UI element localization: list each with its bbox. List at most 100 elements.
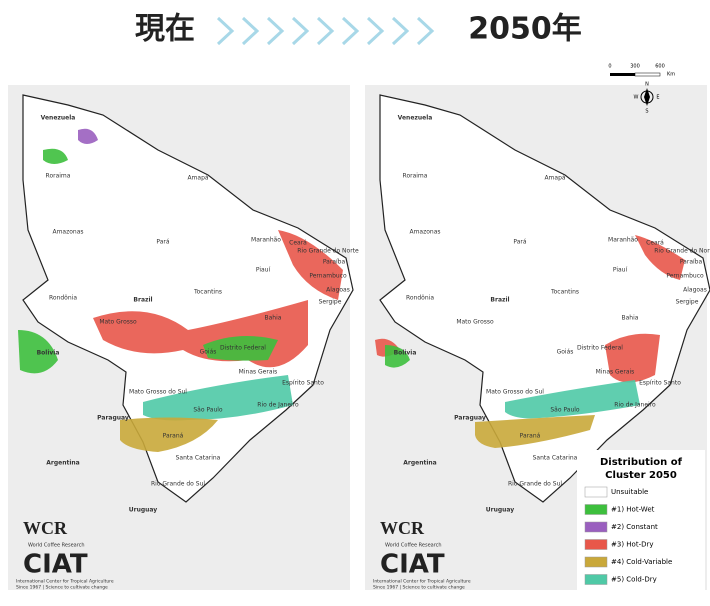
place-label: Argentina — [46, 460, 79, 467]
cluster-area — [43, 148, 68, 164]
legend-label: #2) Constant — [611, 523, 658, 531]
place-label: Espírito Santo — [639, 380, 681, 387]
place-label: Uruguay — [486, 507, 515, 514]
place-label: Alagoas — [683, 287, 707, 294]
place-label: Minas Gerais — [239, 369, 278, 376]
place-label: Espírito Santo — [282, 380, 324, 387]
scale-label: 0 — [608, 64, 611, 70]
place-label: Bolivia — [394, 350, 417, 357]
legend-label: Unsuitable — [611, 488, 648, 496]
chevron — [241, 16, 260, 46]
place-label: Piauí — [256, 267, 271, 274]
place-label: Bolivia — [37, 350, 60, 357]
right-title: 2050年 — [468, 12, 582, 47]
scale-bar — [634, 72, 661, 77]
arrows — [216, 16, 435, 46]
place-label: Rio Grande do Norte — [297, 248, 359, 255]
place-label: Amazonas — [409, 229, 440, 236]
wcr-subtitle: World Coffee Research — [28, 543, 85, 549]
place-label: São Paulo — [193, 407, 223, 414]
legend-swatch — [584, 556, 608, 568]
legend-swatch — [584, 574, 608, 585]
chevron — [316, 16, 335, 46]
place-label: Paraná — [520, 433, 541, 440]
legend-label: #5) Cold-Dry — [611, 576, 657, 584]
place-label: Alagoas — [326, 287, 350, 294]
chevron — [416, 16, 435, 46]
chevron — [391, 16, 410, 46]
place-label: Brazil — [133, 297, 152, 304]
compass-label: W — [634, 95, 639, 101]
place-label: Argentina — [403, 460, 436, 467]
place-label: Pará — [513, 239, 526, 246]
map: Venezuela Roraima Amapá Amazonas Pará Maranhã… — [365, 64, 710, 591]
place-label: Paraíba — [323, 259, 346, 266]
cluster-area — [120, 417, 218, 452]
place-label: Roraima — [403, 173, 428, 180]
place-label: Paraguay — [454, 415, 486, 422]
compass-needle — [644, 88, 650, 106]
legend-label: #4) Cold-Variable — [611, 558, 672, 566]
place-label: Mato Grosso do Sul — [129, 389, 187, 396]
place-label: Santa Catarina — [176, 455, 221, 462]
chevron — [341, 16, 360, 46]
chevron — [366, 16, 385, 46]
scale-unit: Km — [667, 72, 675, 78]
cluster-area — [475, 415, 595, 448]
place-label: Rio Grande do Sul — [151, 481, 205, 488]
chevron — [216, 16, 235, 46]
left-title: 現在 — [135, 12, 195, 47]
place-label: Paraná — [163, 433, 184, 440]
place-label: Mato Grosso do Sul — [486, 389, 544, 396]
place-label: Piauí — [613, 267, 628, 274]
cluster-area — [18, 330, 58, 374]
wcr-subtitle: World Coffee Research — [385, 543, 442, 549]
place-label: Minas Gerais — [596, 369, 635, 376]
legend-swatch — [584, 504, 608, 515]
compass-label: N — [645, 82, 649, 88]
compass-label: S — [645, 109, 648, 115]
place-label: Amazonas — [52, 229, 83, 236]
ciat-tagline: Since 1967 | Science to cultivate change — [16, 585, 108, 591]
ciat-subtitle: International Center for Tropical Agricu… — [16, 579, 114, 585]
legend-swatch — [584, 521, 608, 533]
cluster-area — [203, 336, 278, 361]
map: Venezuela Roraima Amapá Amazonas Pará Maranhã… — [8, 85, 359, 591]
place-label: Venezuela — [41, 115, 76, 122]
place-label: Pernambuco — [666, 273, 704, 280]
cluster-area — [635, 235, 685, 280]
place-label: Roraima — [46, 173, 71, 180]
place-label: Rondônia — [406, 295, 434, 302]
place-label: Distrito Federal — [220, 345, 266, 352]
chevron — [266, 16, 285, 46]
place-label: Rio de Janeiro — [614, 402, 656, 409]
place-label: São Paulo — [550, 407, 580, 414]
place-label: Brazil — [490, 297, 509, 304]
ciat-subtitle: International Center for Tropical Agricu… — [373, 579, 471, 585]
legend-label: #3) Hot-Dry — [611, 541, 654, 549]
legend-swatch — [584, 539, 608, 550]
wcr-logo: WCR — [380, 518, 425, 538]
place-label: Maranhão — [608, 237, 638, 244]
compass-label: E — [656, 95, 659, 101]
place-label: Ceará — [289, 240, 307, 247]
place-label: Mato Grosso — [456, 319, 494, 326]
ciat-tagline: Since 1967 | Science to cultivate change — [373, 585, 465, 591]
place-label: Sergipe — [676, 299, 699, 306]
place-label: Amapá — [544, 175, 565, 182]
place-label: Rio Grande do Sul — [508, 481, 562, 488]
place-label: Amapá — [187, 175, 208, 182]
chevron — [291, 16, 310, 46]
scale-label: 600 — [655, 64, 665, 70]
ciat-logo: CIAT — [23, 550, 88, 580]
place-label: Maranhão — [251, 237, 281, 244]
place-label: Rondônia — [49, 295, 77, 302]
place-label: Rio de Janeiro — [257, 402, 299, 409]
place-label: Mato Grosso — [99, 319, 137, 326]
place-label: Paraguay — [97, 415, 129, 422]
cluster-area — [278, 230, 343, 300]
wcr-logo: WCR — [23, 518, 68, 538]
cluster-area — [143, 375, 293, 421]
place-label: Uruguay — [129, 507, 158, 514]
